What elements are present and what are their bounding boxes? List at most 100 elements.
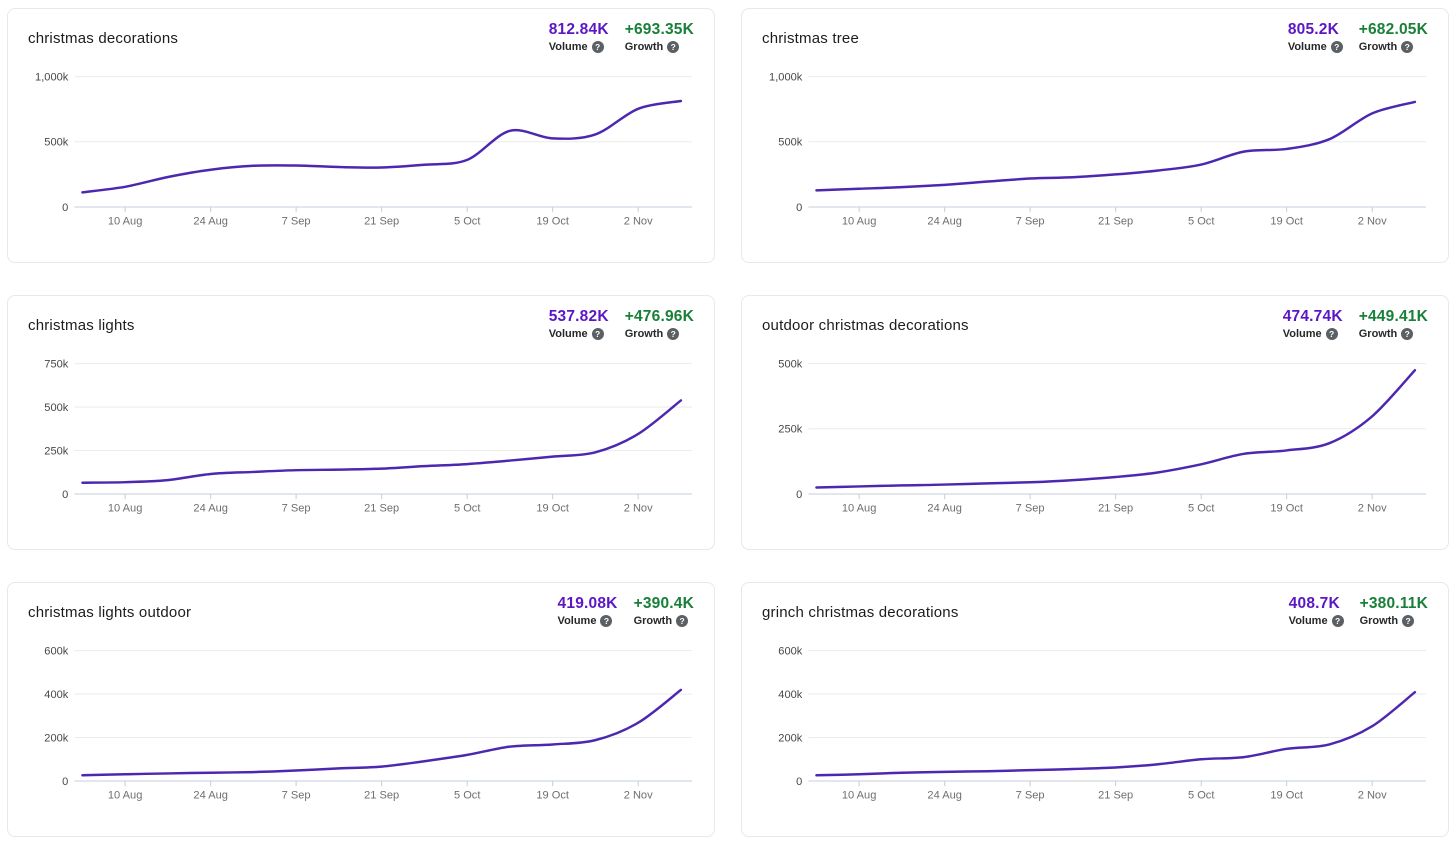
volume-value: 474.74K [1282,308,1343,325]
growth-value: +390.4K [633,595,694,612]
volume-label: Volume [548,41,588,53]
svg-text:0: 0 [796,776,802,788]
growth-stat: +380.11K Growth ? [1360,595,1428,627]
volume-stat: 474.74K Volume ? [1283,308,1343,340]
svg-text:5 Oct: 5 Oct [1188,215,1215,227]
growth-help-icon[interactable]: ? [1401,41,1414,53]
growth-help-icon[interactable]: ? [1402,615,1415,627]
svg-text:19 Oct: 19 Oct [536,215,569,227]
volume-stat: 537.82K Volume ? [549,308,609,340]
volume-stat: 812.84K Volume ? [549,21,609,53]
growth-help-icon[interactable]: ? [676,615,689,627]
svg-text:10 Aug: 10 Aug [842,502,876,514]
svg-text:600k: 600k [778,645,802,657]
keyword-card-outdoor-christmas-decorations: outdoor christmas decorations 474.74K Vo… [741,295,1449,550]
volume-help-icon[interactable]: ? [1331,615,1344,627]
svg-text:24 Aug: 24 Aug [927,789,961,801]
svg-text:24 Aug: 24 Aug [193,789,227,801]
volume-help-icon[interactable]: ? [1330,41,1343,53]
svg-text:2 Nov: 2 Nov [624,789,653,801]
growth-stat: +682.05K Growth ? [1359,21,1428,53]
svg-text:200k: 200k [778,732,802,744]
trend-line-chart[interactable]: 1,000k 500k 0 10 Aug 24 Aug 7 Sep 21 Sep 5 Oct 1… [28,59,694,237]
svg-text:200k: 200k [44,732,68,744]
svg-text:21 Sep: 21 Sep [364,789,399,801]
stats-block: 812.84K Volume ? +693.35K Growth ? [549,21,694,53]
svg-text:7 Sep: 7 Sep [282,502,311,514]
volume-help-icon[interactable]: ? [1325,328,1338,340]
growth-value: +693.35K [624,21,694,38]
svg-text:1,000k: 1,000k [35,71,69,83]
trend-line-chart[interactable]: 750k 500k 250k 0 10 Aug 24 Aug 7 Sep 21 Sep 5 Oc… [28,346,694,524]
volume-value: 537.82K [548,308,609,325]
svg-text:500k: 500k [44,402,68,414]
growth-label: Growth [1358,41,1398,53]
growth-label: Growth [633,615,673,627]
svg-text:10 Aug: 10 Aug [842,215,876,227]
card-header: grinch christmas decorations 408.7K Volu… [762,595,1428,627]
keyword-title: christmas tree [762,30,859,47]
svg-text:600k: 600k [44,645,68,657]
volume-help-icon[interactable]: ? [600,615,613,627]
keyword-card-christmas-lights: christmas lights 537.82K Volume ? +476.9… [7,295,715,550]
growth-help-icon[interactable]: ? [667,41,680,53]
svg-text:0: 0 [796,202,802,214]
svg-text:400k: 400k [44,689,68,701]
svg-text:7 Sep: 7 Sep [282,789,311,801]
volume-label: Volume [548,328,588,340]
growth-value: +380.11K [1359,595,1428,612]
stats-block: 408.7K Volume ? +380.11K Growth ? [1289,595,1428,627]
growth-stat: +693.35K Growth ? [625,21,694,53]
volume-stat: 408.7K Volume ? [1289,595,1344,627]
trend-line-chart[interactable]: 1,000k 500k 0 10 Aug 24 Aug 7 Sep 21 Sep 5 Oct 1… [762,59,1428,237]
svg-text:0: 0 [62,489,68,501]
trend-line-chart[interactable]: 600k 400k 200k 0 10 Aug 24 Aug 7 Sep 21 Sep 5 Oc… [762,633,1428,811]
svg-text:19 Oct: 19 Oct [536,502,569,514]
growth-help-icon[interactable]: ? [1401,328,1414,340]
card-header: christmas tree 805.2K Volume ? +682.05K … [762,21,1428,53]
svg-text:2 Nov: 2 Nov [1358,789,1387,801]
svg-text:19 Oct: 19 Oct [1270,789,1303,801]
trend-line-chart[interactable]: 500k 250k 0 10 Aug 24 Aug 7 Sep 21 Sep 5 Oct 19 … [762,346,1428,524]
growth-help-icon[interactable]: ? [667,328,680,340]
svg-text:21 Sep: 21 Sep [364,215,399,227]
growth-stat: +476.96K Growth ? [625,308,694,340]
card-header: outdoor christmas decorations 474.74K Vo… [762,308,1428,340]
svg-text:5 Oct: 5 Oct [454,215,481,227]
card-header: christmas lights 537.82K Volume ? +476.9… [28,308,694,340]
volume-help-icon[interactable]: ? [591,41,604,53]
volume-label: Volume [1287,41,1327,53]
svg-text:1,000k: 1,000k [769,71,803,83]
svg-text:5 Oct: 5 Oct [454,502,481,514]
svg-text:2 Nov: 2 Nov [624,215,653,227]
growth-value: +476.96K [624,308,694,325]
svg-text:2 Nov: 2 Nov [1358,502,1387,514]
svg-text:21 Sep: 21 Sep [1098,789,1133,801]
svg-text:21 Sep: 21 Sep [1098,502,1133,514]
svg-text:2 Nov: 2 Nov [624,502,653,514]
growth-value: +449.41K [1358,308,1428,325]
volume-value: 419.08K [557,595,618,612]
keyword-title: christmas lights [28,317,135,334]
svg-text:400k: 400k [778,689,802,701]
svg-text:24 Aug: 24 Aug [193,502,227,514]
volume-label: Volume [1288,615,1328,627]
card-header: christmas decorations 812.84K Volume ? +… [28,21,694,53]
svg-text:500k: 500k [44,137,68,149]
svg-text:19 Oct: 19 Oct [1270,502,1303,514]
growth-label: Growth [1359,615,1399,627]
volume-stat: 419.08K Volume ? [558,595,618,627]
trend-line-chart[interactable]: 600k 400k 200k 0 10 Aug 24 Aug 7 Sep 21 Sep 5 Oc… [28,633,694,811]
svg-text:7 Sep: 7 Sep [1016,502,1045,514]
keyword-title: outdoor christmas decorations [762,317,969,334]
keyword-title: christmas lights outdoor [28,604,192,621]
volume-help-icon[interactable]: ? [591,328,604,340]
svg-text:250k: 250k [44,445,68,457]
stats-block: 537.82K Volume ? +476.96K Growth ? [549,308,694,340]
stats-block: 805.2K Volume ? +682.05K Growth ? [1288,21,1428,53]
svg-text:19 Oct: 19 Oct [536,789,569,801]
keyword-card-christmas-decorations: christmas decorations 812.84K Volume ? +… [7,8,715,263]
svg-text:24 Aug: 24 Aug [927,215,961,227]
keyword-card-grinch-christmas-decorations: grinch christmas decorations 408.7K Volu… [741,582,1449,837]
svg-text:21 Sep: 21 Sep [1098,215,1133,227]
